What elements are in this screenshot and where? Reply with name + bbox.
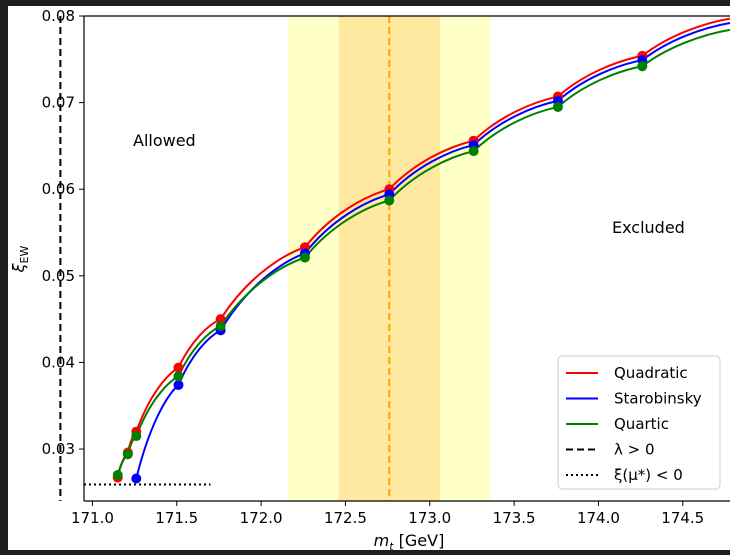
data-point-quartic <box>112 470 123 481</box>
x-tick-label: 173.0 <box>408 509 451 527</box>
y-tick-label: 0.05 <box>42 267 75 285</box>
data-point-quartic <box>552 101 563 112</box>
x-tick-label: 172.0 <box>240 509 283 527</box>
y-tick-label: 0.07 <box>42 94 75 112</box>
legend-label-1: Quadratic <box>614 364 688 382</box>
y-axis-label: ξEW <box>9 246 31 274</box>
data-point-quartic <box>637 61 648 72</box>
legend-frame <box>557 355 721 490</box>
y-tick-label: 0.06 <box>42 180 75 198</box>
annotation-allowed: Allowed <box>133 131 196 150</box>
data-point-quartic <box>468 146 479 157</box>
annotation-excluded: Excluded <box>612 218 685 237</box>
data-point-starobinsky <box>173 379 184 390</box>
legend-label-4: λ > 0 <box>614 441 655 459</box>
y-tick-label: 0.03 <box>42 440 75 458</box>
y-tick-label: 0.08 <box>42 7 75 25</box>
data-point-quadratic <box>173 362 184 373</box>
legend: Quadratic Starobinsky Quartic λ > 0 ξ(μ*) < … <box>557 355 721 490</box>
data-point-quartic <box>299 252 310 263</box>
legend-label-3: Quartic <box>614 415 669 433</box>
data-point-quartic <box>122 449 133 460</box>
data-point-starobinsky <box>131 473 142 484</box>
x-tick-label: 174.0 <box>577 509 620 527</box>
x-tick-label: 174.5 <box>661 509 704 527</box>
x-tick-label: 173.5 <box>493 509 536 527</box>
plot-area: 171.0 171.5 172.0 172.5 173.0 173.5 174.0 174.5… <box>8 6 730 553</box>
chart: 171.0 171.5 172.0 172.5 173.0 173.5 174.0 174.5… <box>9 7 730 553</box>
data-point-quartic <box>131 431 142 442</box>
x-tick-label: 171.5 <box>155 509 198 527</box>
legend-label-5: ξ(μ*) < 0 <box>614 466 683 484</box>
x-tick-label: 171.0 <box>71 509 114 527</box>
data-point-quartic <box>215 321 226 332</box>
y-tick-label: 0.04 <box>42 353 75 371</box>
data-point-quartic <box>384 195 395 206</box>
data-point-quartic <box>173 371 184 382</box>
data-point-quadratic <box>215 314 226 325</box>
x-axis-label: mt [GeV] <box>374 531 445 550</box>
legend-label-2: Starobinsky <box>614 390 702 408</box>
x-tick-label: 172.5 <box>324 509 367 527</box>
